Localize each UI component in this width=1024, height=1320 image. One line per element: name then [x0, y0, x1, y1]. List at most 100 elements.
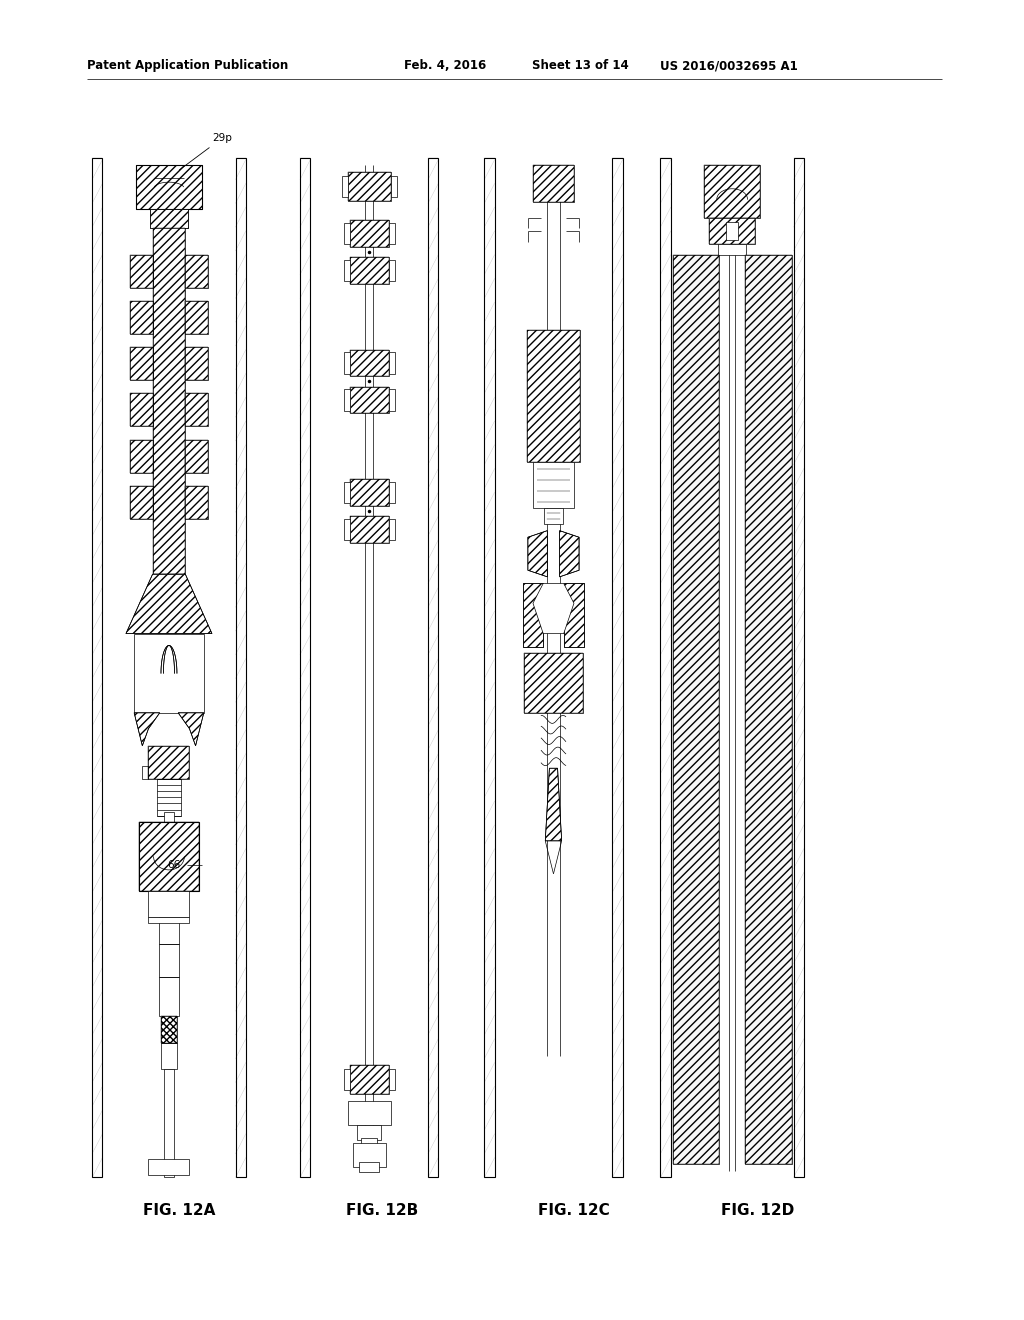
Bar — [388, 1069, 394, 1090]
Bar — [343, 519, 349, 540]
Bar — [343, 1069, 349, 1090]
Bar — [660, 158, 671, 1177]
Bar — [159, 917, 179, 944]
Text: FIG. 12D: FIG. 12D — [721, 1203, 795, 1218]
Bar — [358, 1162, 379, 1172]
Bar — [523, 653, 584, 713]
Bar — [745, 255, 792, 1164]
Bar — [390, 176, 396, 197]
Bar — [130, 301, 153, 334]
Bar — [526, 330, 580, 462]
Bar — [745, 255, 792, 1164]
Bar — [388, 389, 394, 411]
Bar — [388, 519, 394, 540]
Bar — [349, 516, 388, 543]
Bar — [130, 440, 153, 473]
Bar — [130, 393, 153, 426]
Polygon shape — [532, 583, 573, 634]
Text: Patent Application Publication: Patent Application Publication — [87, 59, 289, 73]
Bar — [388, 223, 394, 244]
Polygon shape — [134, 713, 160, 746]
Bar — [300, 158, 310, 1177]
Polygon shape — [559, 531, 580, 577]
Text: US 2016/0032695 A1: US 2016/0032695 A1 — [660, 59, 799, 73]
Text: FIG. 12B: FIG. 12B — [346, 1203, 418, 1218]
Bar — [388, 352, 394, 374]
Polygon shape — [528, 531, 547, 577]
Bar — [130, 301, 153, 334]
Bar — [185, 347, 208, 380]
Bar — [157, 779, 181, 816]
Bar — [347, 1101, 390, 1125]
Bar — [185, 301, 208, 334]
Bar — [673, 255, 719, 1164]
Polygon shape — [178, 713, 204, 746]
Bar — [532, 165, 573, 202]
Bar — [343, 260, 349, 281]
Bar — [153, 228, 185, 574]
Polygon shape — [522, 583, 543, 647]
Bar — [612, 158, 623, 1177]
Bar — [148, 746, 189, 779]
Bar — [349, 220, 388, 247]
Bar — [349, 387, 388, 413]
Polygon shape — [545, 768, 561, 841]
Bar — [185, 255, 208, 288]
Bar — [673, 255, 719, 1164]
Text: 66: 66 — [168, 859, 180, 870]
Bar — [164, 1069, 174, 1177]
Bar — [150, 209, 188, 228]
Text: Sheet 13 of 14: Sheet 13 of 14 — [532, 59, 629, 73]
Bar — [130, 486, 153, 519]
Bar — [545, 508, 563, 524]
Bar — [139, 822, 199, 891]
Bar — [159, 944, 179, 977]
Bar — [705, 165, 761, 218]
Bar — [185, 393, 208, 426]
Bar — [185, 440, 208, 473]
Bar — [185, 486, 208, 519]
Bar — [526, 330, 580, 462]
Bar — [185, 301, 208, 334]
Polygon shape — [563, 583, 584, 647]
Bar — [161, 1043, 177, 1069]
Bar — [718, 244, 746, 255]
Bar — [428, 158, 438, 1177]
Bar — [532, 462, 573, 508]
Bar — [130, 347, 153, 380]
Bar — [130, 486, 153, 519]
Bar — [92, 158, 102, 1177]
Bar — [349, 257, 388, 284]
Bar — [161, 1016, 177, 1043]
Bar — [185, 440, 208, 473]
Bar — [161, 1016, 177, 1043]
Bar — [148, 746, 189, 779]
Bar — [352, 1143, 385, 1167]
Bar — [710, 218, 756, 244]
Bar — [130, 440, 153, 473]
Bar — [710, 218, 756, 244]
Bar — [130, 347, 153, 380]
Text: FIG. 12C: FIG. 12C — [538, 1203, 609, 1218]
Bar — [135, 165, 203, 209]
Bar — [185, 347, 208, 380]
Text: Feb. 4, 2016: Feb. 4, 2016 — [404, 59, 486, 73]
Bar — [349, 479, 388, 506]
Polygon shape — [126, 574, 212, 634]
Bar — [347, 172, 390, 201]
Bar — [388, 260, 394, 281]
Bar — [343, 223, 349, 244]
Bar — [153, 228, 185, 574]
Bar — [135, 165, 203, 209]
Bar — [343, 389, 349, 411]
Bar — [134, 634, 204, 713]
Bar — [185, 393, 208, 426]
Bar — [349, 257, 388, 284]
Bar — [532, 165, 573, 202]
Bar — [139, 822, 199, 891]
Bar — [349, 350, 388, 376]
Bar — [142, 766, 148, 779]
Bar — [349, 220, 388, 247]
Bar — [148, 891, 189, 917]
Bar — [347, 172, 390, 201]
